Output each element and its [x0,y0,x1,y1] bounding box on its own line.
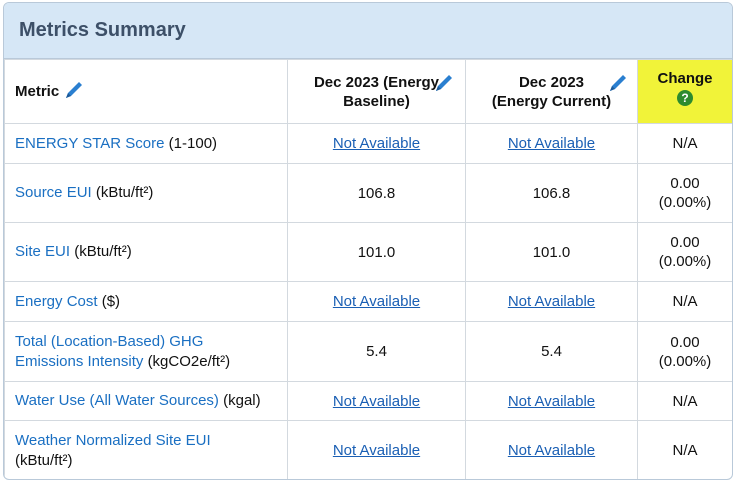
current-header-line1: Dec 2023 [518,73,585,91]
metric-link-line2: Emissions Intensity [15,352,144,370]
metric-cell: ENERGY STAR Score (1-100) [4,123,288,164]
metric-column-header: Metric [4,59,288,124]
change-value: N/A [672,135,698,152]
current-cell: 106.8 [465,163,638,223]
not-available-link[interactable]: Not Available [332,293,421,310]
metric-unit: (kBtu/ft²) [74,243,132,260]
metric-link[interactable]: Source EUI [15,184,92,201]
metric-link[interactable]: Total (Location-Based) GHG Emissions Inte… [15,333,203,370]
current-cell: 5.4 [465,321,638,382]
metric-cell: Water Use (All Water Sources) (kgal) [4,381,288,421]
change-value: N/A [672,293,698,310]
change-value: 0.00 [670,175,700,192]
change-percent: (0.00%) [658,194,712,211]
current-column-header: Dec 2023 (Energy Current) [465,59,638,124]
metric-unit: (kBtu/ft²) [95,184,154,201]
metric-cell: Weather Normalized Site EUI (kBtu/ft²) [4,420,288,479]
current-cell: Not Available [465,281,638,322]
baseline-cell: Not Available [287,420,466,479]
metric-link[interactable]: Weather Normalized Site EUI [15,431,211,449]
baseline-cell: Not Available [287,123,466,164]
table-row: ENERGY STAR Score (1-100) Not Available … [4,123,732,164]
metric-unit: (kBtu/ft²) [15,451,73,469]
baseline-column-header: Dec 2023 (Energy Baseline) [287,59,466,124]
baseline-cell: Not Available [287,381,466,421]
metric-link[interactable]: Water Use (All Water Sources) [15,392,219,409]
metrics-summary-panel: Metrics Summary Metric Dec 2023 (Energy … [3,2,733,480]
metric-header-label: Metric [15,82,60,100]
table-row: Energy Cost ($) Not Available Not Availa… [4,281,732,322]
current-cell: Not Available [465,381,638,421]
table-row: Total (Location-Based) GHG Emissions Inte… [4,321,732,382]
baseline-cell: Not Available [287,281,466,322]
metric-link-line1: Total (Location-Based) GHG [15,332,204,350]
metric-cell: Energy Cost ($) [4,281,288,322]
change-value: N/A [672,392,698,410]
pencil-icon[interactable] [433,72,455,99]
baseline-cell: 5.4 [287,321,466,382]
change-column-header: Change ? [637,59,732,124]
not-available-link[interactable]: Not Available [507,293,596,310]
table-row: Site EUI (kBtu/ft²) 101.0 101.0 0.00 (0.… [4,222,732,282]
baseline-header-line2: Baseline) [343,92,410,110]
not-available-link[interactable]: Not Available [332,135,421,152]
pencil-icon[interactable] [63,79,85,105]
metrics-table: Metric Dec 2023 (Energy Baseline) Dec 20… [4,59,732,479]
metric-link[interactable]: Site EUI [15,243,71,260]
metric-link[interactable]: ENERGY STAR Score [15,134,165,152]
change-percent: (0.00%) [658,253,712,270]
change-cell: N/A [637,123,732,164]
not-available-link[interactable]: Not Available [507,392,596,410]
table-row: Source EUI (kBtu/ft²) 106.8 106.8 0.00 (… [4,163,732,223]
change-value: N/A [672,442,698,459]
change-cell: N/A [637,420,732,479]
change-cell: 0.00 (0.00%) [637,321,732,382]
metric-cell: Source EUI (kBtu/ft²) [4,163,288,223]
panel-title: Metrics Summary [19,19,186,41]
metric-unit: ($) [101,292,121,310]
table-header-row: Metric Dec 2023 (Energy Baseline) Dec 20… [4,59,732,124]
metric-cell: Total (Location-Based) GHG Emissions Inte… [4,321,288,382]
current-header-line2: (Energy Current) [491,92,612,110]
metric-cell: Site EUI (kBtu/ft²) [4,222,288,282]
not-available-link[interactable]: Not Available [507,442,596,459]
help-icon[interactable]: ? [677,90,693,106]
table-row: Weather Normalized Site EUI (kBtu/ft²) N… [4,420,732,479]
baseline-header-line1: Dec 2023 (Energy [313,73,440,91]
metric-unit: (1-100) [168,134,218,152]
change-cell: 0.00 (0.00%) [637,163,732,223]
change-value: 0.00 [670,333,700,351]
baseline-cell: 106.8 [287,163,466,223]
panel-header: Metrics Summary [4,3,732,59]
metric-link[interactable]: Energy Cost [15,292,98,310]
current-cell: Not Available [465,123,638,164]
change-cell: N/A [637,381,732,421]
not-available-link[interactable]: Not Available [332,392,421,410]
change-value: 0.00 [670,234,700,251]
current-cell: 101.0 [465,222,638,282]
change-percent: (0.00%) [658,352,712,370]
change-cell: N/A [637,281,732,322]
metric-unit: (kgCO2e/ft²) [147,352,231,370]
pencil-icon[interactable] [607,72,629,99]
not-available-link[interactable]: Not Available [332,442,421,459]
metric-unit: (kgal) [223,392,261,409]
baseline-cell: 101.0 [287,222,466,282]
change-cell: 0.00 (0.00%) [637,222,732,282]
change-header-label: Change [657,70,713,87]
table-row: Water Use (All Water Sources) (kgal) Not… [4,381,732,421]
not-available-link[interactable]: Not Available [507,135,596,152]
current-cell: Not Available [465,420,638,479]
